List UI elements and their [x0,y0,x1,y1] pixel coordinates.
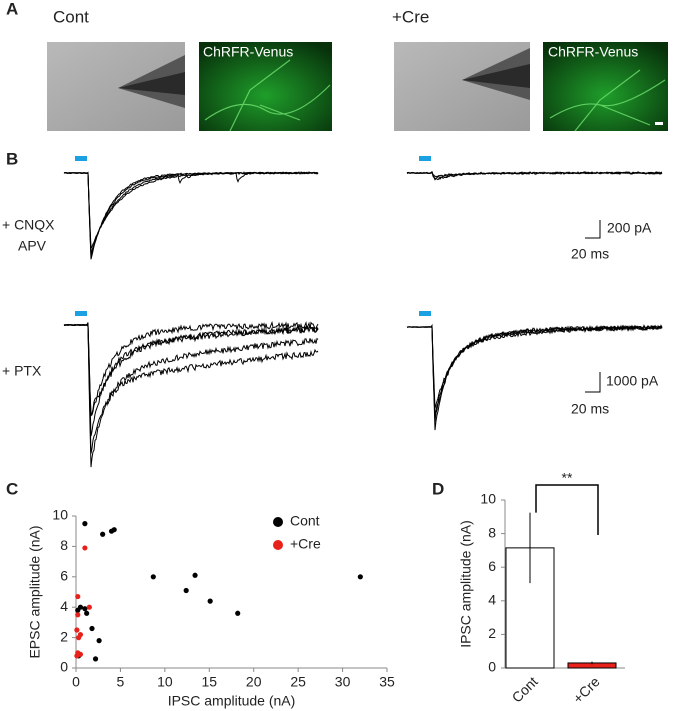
y-tick-label: 10 [480,491,496,507]
trace [63,320,319,417]
y-axis-label: EPSC amplitude (nA) [27,525,43,658]
condition-label: +Cre [392,7,429,26]
y-tick-label: 8 [60,537,68,553]
trace [406,324,663,409]
scale-bar [585,372,601,393]
scale-label: 20 ms [571,401,609,417]
bar [505,547,555,669]
point [82,521,88,527]
trace [406,323,663,418]
y-axis-label: IPSC amplitude (nA) [458,520,474,648]
panel-label: D [432,479,444,498]
panel-label: B [6,149,18,168]
x-tick-label: Cont [509,673,541,705]
trace [63,171,319,256]
stimulus-bars [75,156,431,316]
point [192,572,198,578]
point [89,625,95,632]
point [96,638,102,644]
point [76,635,82,641]
legend-marker [273,540,283,550]
scale-bar [585,220,601,239]
trace [63,171,319,251]
point [74,627,80,633]
condition-label: APV [18,238,47,254]
point [235,610,241,616]
point [92,656,99,662]
significance-bracket [535,484,599,535]
point [82,545,88,551]
y-tick-label: 2 [488,625,496,641]
brightfield-image [394,42,530,131]
y-tick-label: 6 [60,568,68,584]
trace [63,171,319,253]
y-tick-label: 2 [60,628,68,644]
x-tick-label: 10 [157,674,173,690]
y-tick-label: 0 [60,659,68,675]
x-tick-label: 15 [201,674,217,690]
point [111,527,117,533]
panel-label: A [6,0,18,18]
point [207,598,213,604]
point [76,651,82,657]
fluorescence-image: ChRFR-Venus [199,42,332,132]
point [75,607,81,613]
point [86,604,92,610]
annotation: ** [562,470,573,486]
point [75,593,81,600]
trace [63,322,319,468]
x-tick-label: 25 [290,674,306,690]
scale-label: 1000 pA [606,373,659,389]
point [100,531,106,537]
y-tick-label: 8 [488,524,496,540]
condition-label: + PTX [2,363,42,379]
y-tick-label: 4 [488,592,496,608]
legend-marker [273,517,283,527]
image-caption: ChRFR-Venus [203,44,293,60]
x-tick-label: 20 [246,674,262,690]
x-tick-label: +Cre [570,673,603,706]
legend-label: Cont [290,513,320,529]
point [84,610,90,616]
brightfield-image [47,42,185,131]
point [357,574,363,580]
x-tick-label: 35 [379,674,395,690]
x-tick-label: 30 [335,674,351,690]
condition-label: + CNQX [2,217,55,233]
fluorescence-image: ChRFR-Venus [543,42,668,132]
traces [63,170,663,468]
point [183,587,189,594]
point [150,574,156,580]
y-tick-label: 6 [488,558,496,574]
trace [63,171,319,260]
scale-label: 20 ms [571,246,609,262]
panel-label: C [6,479,18,498]
trace [406,170,663,181]
legend-label: +Cre [290,536,321,552]
x-axis-label: IPSC amplitude (nA) [168,693,296,709]
y-tick-label: 10 [52,507,68,523]
y-tick-label: 4 [60,598,68,614]
scale-label: 200 pA [607,220,652,236]
x-tick-label: 0 [72,674,80,690]
image-caption: ChRFR-Venus [548,44,638,60]
point [75,612,81,618]
x-tick-label: 5 [117,674,125,690]
trace [64,323,319,416]
point [82,606,88,612]
condition-label: Cont [53,7,89,26]
y-tick-label: 0 [488,659,496,675]
